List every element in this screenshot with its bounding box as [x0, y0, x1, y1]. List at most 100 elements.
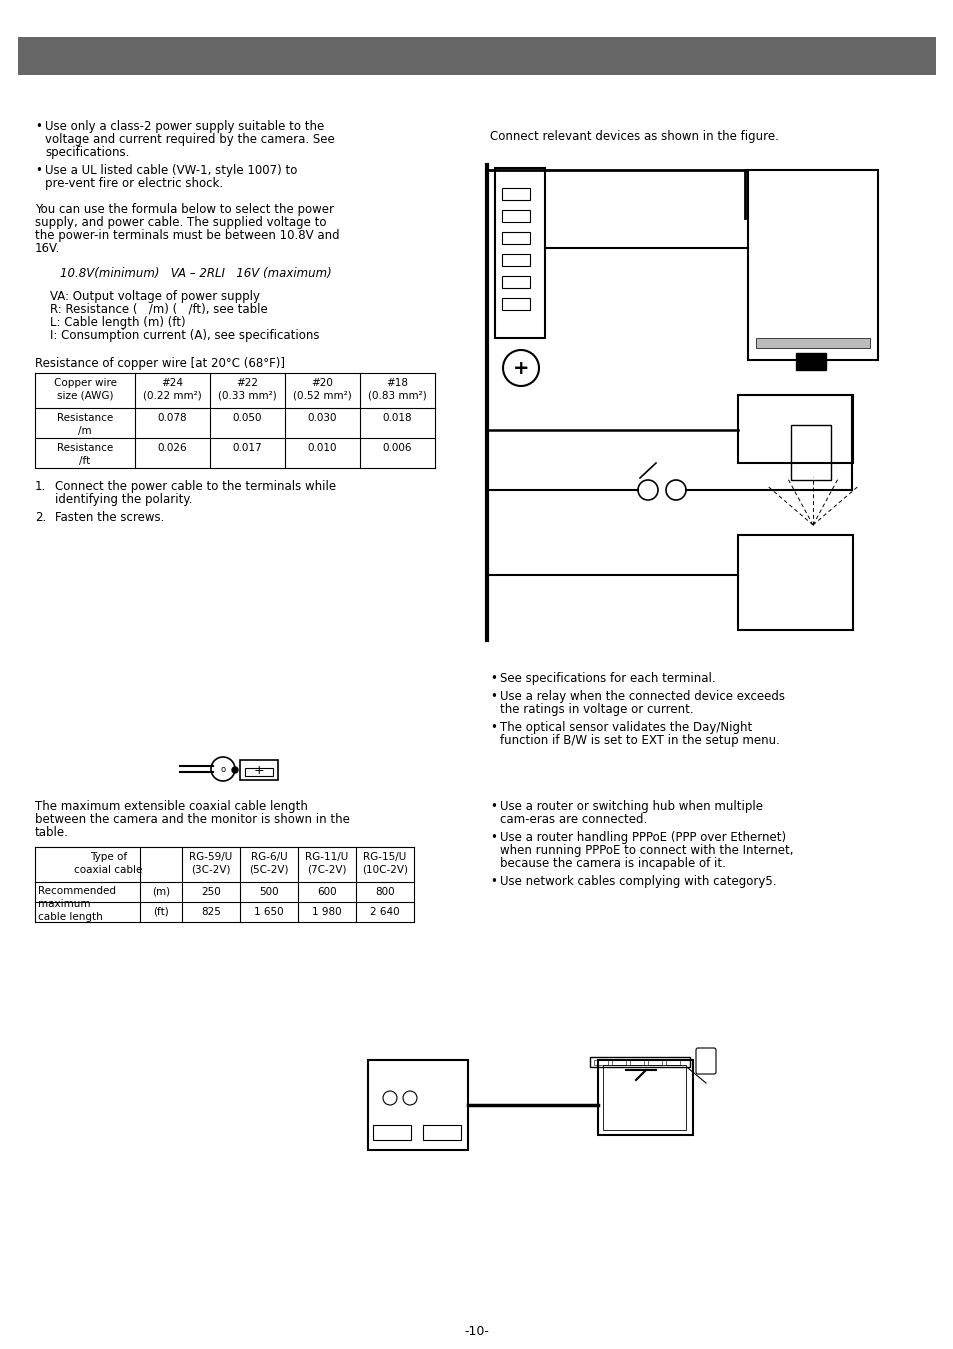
- Text: 250: 250: [201, 888, 221, 897]
- Text: size (AWG): size (AWG): [56, 391, 113, 401]
- Text: (3C-2V): (3C-2V): [191, 865, 231, 876]
- Text: Type of: Type of: [90, 853, 127, 862]
- Text: Use a UL listed cable (VW-1, style 1007) to: Use a UL listed cable (VW-1, style 1007)…: [45, 165, 297, 177]
- Text: -10-: -10-: [464, 1325, 489, 1338]
- Text: R: Resistance (   /m) (   /ft), see table: R: Resistance ( /m) ( /ft), see table: [50, 304, 268, 316]
- Text: because the camera is incapable of it.: because the camera is incapable of it.: [499, 857, 725, 870]
- Text: •: •: [490, 672, 497, 685]
- Text: Copper wire: Copper wire: [53, 378, 116, 389]
- Bar: [738, 395, 852, 463]
- Bar: [373, 1125, 411, 1140]
- Text: between the camera and the monitor is shown in the: between the camera and the monitor is sh…: [35, 813, 350, 826]
- Text: #20: #20: [312, 378, 334, 389]
- Text: 16V.: 16V.: [35, 241, 60, 255]
- Text: RG-6/U: RG-6/U: [251, 853, 287, 862]
- Text: Use a relay when the connected device exceeds: Use a relay when the connected device ex…: [499, 689, 784, 703]
- Text: 0.026: 0.026: [157, 442, 187, 453]
- Text: Resistance: Resistance: [57, 442, 113, 453]
- Text: #22: #22: [236, 378, 258, 389]
- Text: the power-in terminals must be between 10.8V and: the power-in terminals must be between 1…: [35, 229, 339, 241]
- Text: •: •: [35, 120, 42, 134]
- Text: the ratings in voltage or current.: the ratings in voltage or current.: [499, 703, 693, 716]
- Bar: [501, 210, 530, 223]
- Text: when running PPPoE to connect with the Internet,: when running PPPoE to connect with the I…: [499, 844, 793, 857]
- Text: •: •: [490, 800, 497, 813]
- Text: Connect the power cable to the terminals while: Connect the power cable to the terminals…: [55, 480, 335, 492]
- Bar: [368, 1060, 468, 1149]
- Text: Recommended: Recommended: [38, 886, 116, 896]
- Text: 800: 800: [375, 888, 395, 897]
- Text: Resistance of copper wire [at 20°C (68°F)]: Resistance of copper wire [at 20°C (68°F…: [35, 357, 285, 370]
- Bar: [501, 254, 530, 266]
- Text: •: •: [490, 876, 497, 888]
- Text: VA: Output voltage of power supply: VA: Output voltage of power supply: [50, 290, 260, 304]
- Text: /m: /m: [78, 426, 91, 436]
- Text: +: +: [512, 359, 529, 378]
- Text: 2 640: 2 640: [370, 907, 399, 917]
- Text: 2.: 2.: [35, 511, 46, 523]
- Text: identifying the polarity.: identifying the polarity.: [55, 492, 193, 506]
- Bar: [647, 1060, 661, 1064]
- Text: 0.078: 0.078: [157, 413, 187, 424]
- Bar: [495, 169, 544, 339]
- Text: (m): (m): [152, 888, 170, 897]
- Bar: [602, 1064, 685, 1130]
- Text: You can use the formula below to select the power: You can use the formula below to select …: [35, 202, 334, 216]
- Bar: [422, 1125, 460, 1140]
- Text: The optical sensor validates the Day/Night: The optical sensor validates the Day/Nig…: [499, 720, 752, 734]
- Text: Use network cables complying with category5.: Use network cables complying with catego…: [499, 876, 776, 888]
- Text: Fasten the screws.: Fasten the screws.: [55, 511, 164, 523]
- Text: 825: 825: [201, 907, 221, 917]
- Bar: [598, 1060, 692, 1135]
- Circle shape: [211, 757, 234, 781]
- Text: 10.8V(minimum)   VA – 2RLI   16V (maximum): 10.8V(minimum) VA – 2RLI 16V (maximum): [60, 267, 332, 281]
- Bar: [665, 1060, 679, 1064]
- Text: I: Consumption current (A), see specifications: I: Consumption current (A), see specific…: [50, 329, 319, 343]
- Bar: [747, 170, 877, 360]
- Text: 600: 600: [316, 888, 336, 897]
- Text: cable length: cable length: [38, 912, 103, 921]
- Text: pre-vent fire or electric shock.: pre-vent fire or electric shock.: [45, 177, 223, 190]
- Text: function if B/W is set to EXT in the setup menu.: function if B/W is set to EXT in the set…: [499, 734, 779, 747]
- Text: •: •: [490, 689, 497, 703]
- Text: (0.83 mm²): (0.83 mm²): [368, 391, 426, 401]
- Text: (7C-2V): (7C-2V): [307, 865, 346, 876]
- Bar: [594, 1060, 607, 1064]
- Bar: [755, 339, 869, 348]
- Text: 0.017: 0.017: [233, 442, 262, 453]
- Bar: [790, 425, 830, 480]
- Bar: [501, 298, 530, 310]
- Text: voltage and current required by the camera. See: voltage and current required by the came…: [45, 134, 335, 146]
- Text: (5C-2V): (5C-2V): [249, 865, 289, 876]
- Text: #18: #18: [386, 378, 408, 389]
- Text: /ft: /ft: [79, 456, 91, 465]
- Circle shape: [232, 768, 237, 773]
- Text: Use a router or switching hub when multiple: Use a router or switching hub when multi…: [499, 800, 762, 813]
- Text: cam-eras are connected.: cam-eras are connected.: [499, 813, 646, 826]
- Bar: [629, 1060, 643, 1064]
- Text: See specifications for each terminal.: See specifications for each terminal.: [499, 672, 715, 685]
- FancyBboxPatch shape: [18, 36, 935, 76]
- Bar: [240, 759, 277, 780]
- Text: maximum: maximum: [38, 898, 91, 909]
- Text: table.: table.: [35, 826, 69, 839]
- Bar: [738, 536, 852, 630]
- Text: Use only a class-2 power supply suitable to the: Use only a class-2 power supply suitable…: [45, 120, 324, 134]
- Text: The maximum extensible coaxial cable length: The maximum extensible coaxial cable len…: [35, 800, 308, 813]
- Bar: [245, 768, 273, 776]
- Text: •: •: [490, 720, 497, 734]
- Bar: [612, 1060, 625, 1064]
- Text: 0.030: 0.030: [308, 413, 337, 424]
- Text: 1 980: 1 980: [312, 907, 341, 917]
- Text: (10C-2V): (10C-2V): [361, 865, 408, 876]
- Text: o: o: [220, 765, 225, 773]
- Text: supply, and power cable. The supplied voltage to: supply, and power cable. The supplied vo…: [35, 216, 326, 229]
- Bar: [501, 277, 530, 287]
- Text: •: •: [490, 831, 497, 844]
- Text: #24: #24: [161, 378, 183, 389]
- Bar: [795, 353, 825, 370]
- Text: +: +: [253, 764, 264, 777]
- Text: 0.050: 0.050: [233, 413, 262, 424]
- Bar: [589, 1058, 689, 1067]
- Text: specifications.: specifications.: [45, 146, 130, 159]
